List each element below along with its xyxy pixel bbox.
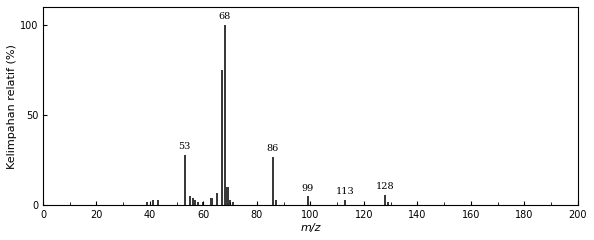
Bar (197, 202, 199, 205)
Bar (272, 157, 274, 205)
Bar (194, 200, 197, 205)
Bar (192, 198, 194, 205)
Bar (189, 196, 191, 205)
Bar (232, 202, 234, 205)
Bar (216, 193, 218, 205)
Bar (224, 25, 226, 205)
Bar (210, 198, 213, 205)
Text: 68: 68 (219, 12, 231, 21)
Text: 53: 53 (179, 142, 191, 151)
Bar (384, 195, 386, 205)
Bar (203, 202, 204, 205)
Bar (146, 202, 148, 205)
Text: 128: 128 (376, 182, 394, 191)
Text: 99: 99 (302, 184, 314, 193)
X-axis label: m/z: m/z (300, 223, 321, 233)
Bar (226, 187, 229, 205)
Text: 86: 86 (267, 144, 279, 153)
Text: 113: 113 (336, 187, 355, 196)
Y-axis label: Kelimpahan relatif (%): Kelimpahan relatif (%) (7, 44, 17, 169)
Bar (344, 200, 346, 205)
Bar (221, 70, 223, 205)
Bar (229, 200, 231, 205)
Bar (157, 200, 159, 205)
Bar (307, 196, 309, 205)
Bar (151, 200, 154, 205)
Bar (387, 202, 389, 205)
Bar (184, 155, 186, 205)
Bar (274, 200, 277, 205)
